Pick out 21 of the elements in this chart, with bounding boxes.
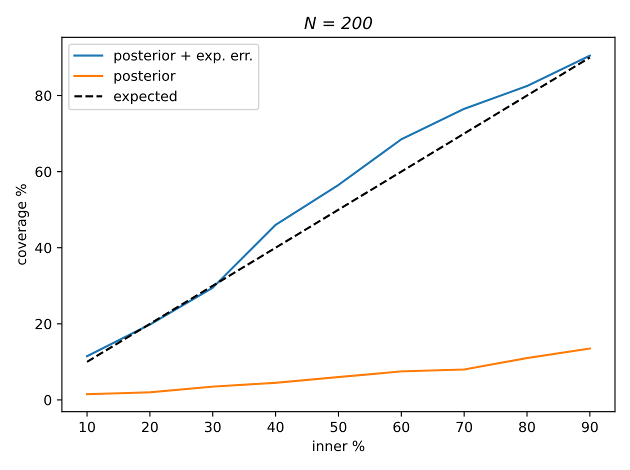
y-tick-label: 80 bbox=[35, 90, 52, 102]
legend-label: posterior + exp. err. bbox=[114, 50, 252, 64]
x-tick-label: 70 bbox=[456, 422, 472, 432]
line-series bbox=[86, 348, 591, 396]
x-tick-label: 40 bbox=[267, 422, 284, 432]
chart-title: N = 200 bbox=[304, 16, 372, 30]
x-tick-label: 20 bbox=[142, 422, 158, 432]
y-axis-title: coverage % bbox=[16, 184, 29, 265]
y-tick-label: 20 bbox=[36, 318, 52, 330]
legend-label: posterior bbox=[114, 70, 176, 84]
y-tick-label: 60 bbox=[35, 166, 52, 178]
x-axis-title: inner % bbox=[313, 440, 364, 452]
y-tick-label: 40 bbox=[35, 242, 52, 254]
x-tick-label: 30 bbox=[204, 422, 221, 432]
legend-label: expected bbox=[114, 90, 176, 104]
x-tick-label: 80 bbox=[519, 422, 535, 432]
x-tick-label: 60 bbox=[393, 422, 410, 432]
y-tick-label: 0 bbox=[44, 394, 52, 406]
x-tick-label: 90 bbox=[582, 422, 598, 432]
x-tick-label: 10 bbox=[80, 422, 95, 432]
x-tick-label: 50 bbox=[330, 422, 346, 432]
